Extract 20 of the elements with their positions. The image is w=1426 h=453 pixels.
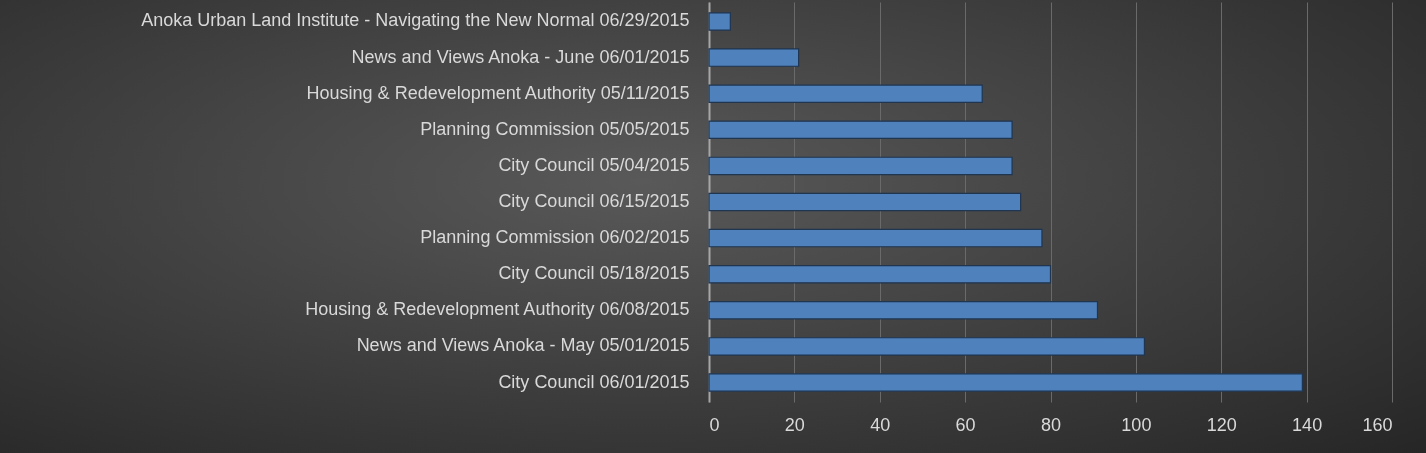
x-tick-label: 80 — [1040, 414, 1062, 435]
x-tick-label: 140 — [1292, 414, 1323, 435]
y-tick-label: City Council 05/04/2015 — [498, 154, 690, 175]
x-tick-label: 20 — [784, 414, 805, 435]
y-tick-label: Planning Commission 06/02/2015 — [420, 227, 690, 248]
y-tick-label: Anoka Urban Land Institute - Navigating the New Normal 06/29/2015 — [141, 10, 690, 31]
x-tick-label: 60 — [955, 414, 976, 435]
y-tick-label: Housing & Redevelopment Authority 05/11/2015 — [306, 82, 690, 103]
x-tick-label: 0 — [709, 414, 720, 435]
y-tick-label: News and Views Anoka - May 05/01/2015 — [356, 335, 690, 356]
x-tick-label: 160 — [1362, 414, 1393, 435]
y-tick-label: Housing & Redevelopment Authority 06/08/2015 — [305, 299, 690, 320]
y-tick-label: City Council 05/18/2015 — [498, 263, 690, 284]
x-tick-label: 100 — [1121, 414, 1152, 435]
x-tick-label: 120 — [1206, 414, 1237, 435]
y-tick-label: City Council 06/15/2015 — [498, 191, 690, 211]
x-tick-label: 40 — [870, 414, 891, 435]
y-tick-label: City Council 06/01/2015 — [498, 371, 690, 392]
y-tick-label: Planning Commission 05/05/2015 — [420, 118, 690, 139]
y-tick-label: News and Views Anoka - June 06/01/2015 — [351, 46, 690, 67]
